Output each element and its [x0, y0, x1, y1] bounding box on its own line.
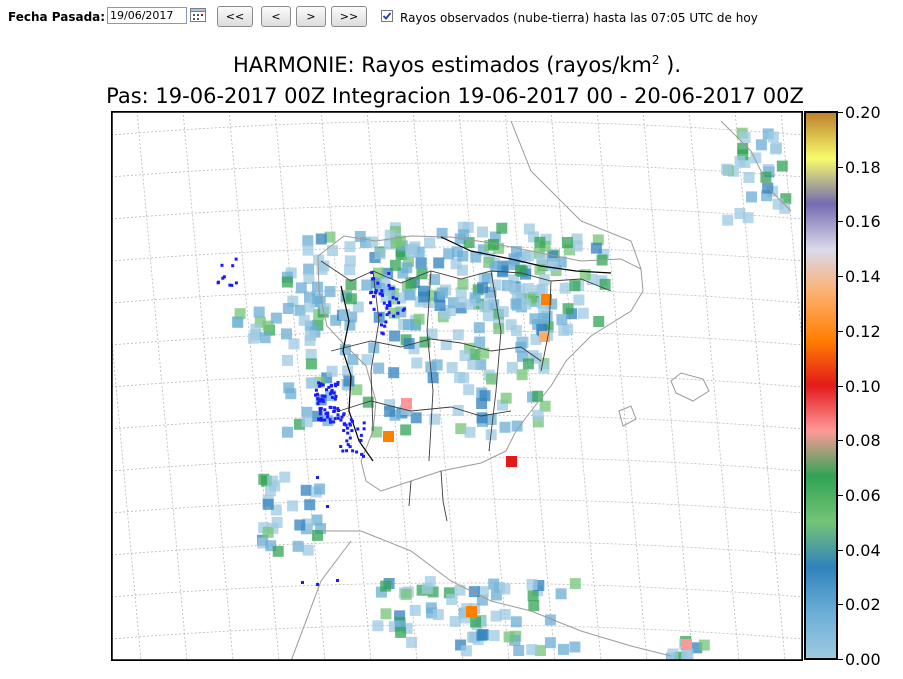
colorbar-tick-mark — [838, 276, 843, 277]
colorbar-tick: 0.12 — [838, 322, 888, 342]
prev-button[interactable]: < — [261, 6, 291, 27]
colorbar-tick: 0.00 — [838, 650, 888, 670]
colorbar-tick-mark — [838, 604, 843, 605]
colorbar-tick: 0.10 — [838, 377, 888, 397]
colorbar-tick-label: 0.14 — [845, 267, 881, 286]
colorbar-tick: 0.14 — [838, 267, 888, 287]
calendar-icon[interactable] — [190, 8, 206, 22]
colorbar-tick-label: 0.20 — [845, 103, 881, 122]
figure-title: HARMONIE: Rayos estimados (rayos/km2 ). — [111, 53, 803, 77]
colorbar-tick-mark — [838, 550, 843, 551]
checkmark-icon — [382, 11, 392, 21]
colorbar-tick-label: 0.16 — [845, 212, 881, 231]
colorbar-tick-label: 0.08 — [845, 431, 881, 450]
date-label: Fecha Pasada: — [8, 10, 105, 24]
colorbar-tick: 0.18 — [838, 158, 888, 178]
colorbar-tick-label: 0.12 — [845, 322, 881, 341]
colorbar-tick-label: 0.06 — [845, 486, 881, 505]
colorbar-tick: 0.16 — [838, 212, 888, 232]
colorbar-tick: 0.06 — [838, 486, 888, 506]
colorbar-tick-label: 0.18 — [845, 158, 881, 177]
title-end: ). — [659, 53, 681, 77]
first-button[interactable]: << — [217, 6, 253, 27]
colorbar-tick-label: 0.04 — [845, 541, 881, 560]
colorbar-tick-label: 0.00 — [845, 650, 881, 669]
colorbar — [804, 111, 838, 660]
colorbar-tick-mark — [838, 495, 843, 496]
colorbar-tick-mark — [838, 440, 843, 441]
colorbar-tick: 0.20 — [838, 103, 888, 123]
observed-checkbox[interactable] — [381, 10, 393, 22]
colorbar-tick-mark — [838, 386, 843, 387]
next-button[interactable]: > — [296, 6, 326, 27]
colorbar-tick-mark — [838, 331, 843, 332]
colorbar-tick-mark — [838, 112, 843, 113]
date-input[interactable] — [107, 7, 187, 24]
toolbar: Fecha Pasada: << < > >> Rayos observados… — [0, 0, 903, 36]
colorbar-tick-label: 0.10 — [845, 377, 881, 396]
colorbar-tick: 0.02 — [838, 595, 888, 615]
colorbar-tick: 0.08 — [838, 431, 888, 451]
colorbar-tick-label: 0.02 — [845, 595, 881, 614]
colorbar-tick-mark — [838, 221, 843, 222]
title-main: HARMONIE: Rayos estimados (rayos/km — [233, 53, 652, 77]
colorbar-tick: 0.04 — [838, 541, 888, 561]
colorbar-tick-mark — [838, 659, 843, 660]
colorbar-tick-mark — [838, 167, 843, 168]
last-button[interactable]: >> — [331, 6, 367, 27]
observed-label: Rayos observados (nube-tierra) hasta las… — [400, 11, 758, 25]
figure-subtitle: Pas: 19-06-2017 00Z Integracion 19-06-20… — [60, 84, 850, 108]
lightning-map — [111, 111, 803, 661]
